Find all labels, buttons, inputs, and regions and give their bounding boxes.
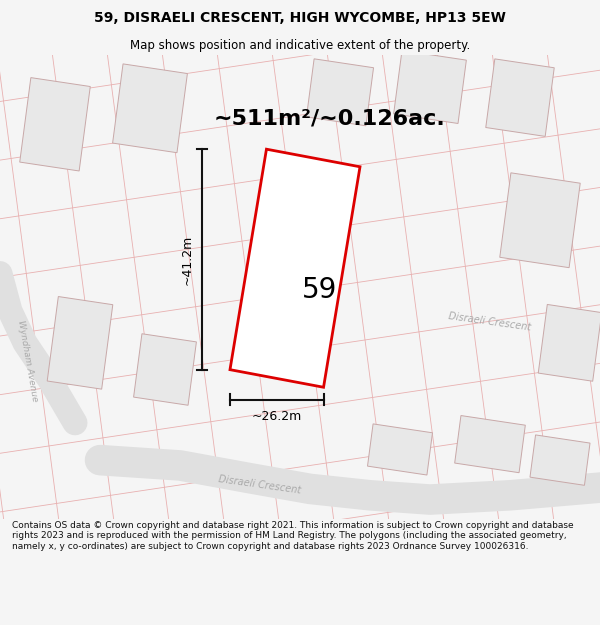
Polygon shape	[20, 78, 90, 171]
Polygon shape	[134, 334, 196, 405]
Text: Disraeli Crescent: Disraeli Crescent	[218, 474, 302, 496]
Text: ~26.2m: ~26.2m	[251, 410, 302, 423]
Text: Contains OS data © Crown copyright and database right 2021. This information is : Contains OS data © Crown copyright and d…	[12, 521, 574, 551]
Polygon shape	[47, 296, 113, 389]
Text: Disraeli Crescent: Disraeli Crescent	[448, 311, 532, 332]
Text: ~41.2m: ~41.2m	[181, 234, 193, 284]
Polygon shape	[538, 304, 600, 381]
Polygon shape	[230, 149, 360, 388]
Polygon shape	[500, 173, 580, 268]
Text: Map shows position and indicative extent of the property.: Map shows position and indicative extent…	[130, 39, 470, 51]
Polygon shape	[368, 424, 433, 475]
Text: Wyndham Avenue: Wyndham Avenue	[16, 319, 40, 402]
Polygon shape	[113, 64, 187, 152]
Text: 59, DISRAELI CRESCENT, HIGH WYCOMBE, HP13 5EW: 59, DISRAELI CRESCENT, HIGH WYCOMBE, HP1…	[94, 11, 506, 25]
Polygon shape	[455, 416, 526, 472]
Polygon shape	[486, 59, 554, 136]
Polygon shape	[394, 51, 466, 124]
Polygon shape	[530, 435, 590, 485]
Text: ~511m²/~0.126ac.: ~511m²/~0.126ac.	[214, 109, 446, 129]
Text: 59: 59	[302, 276, 338, 304]
Polygon shape	[307, 59, 374, 126]
